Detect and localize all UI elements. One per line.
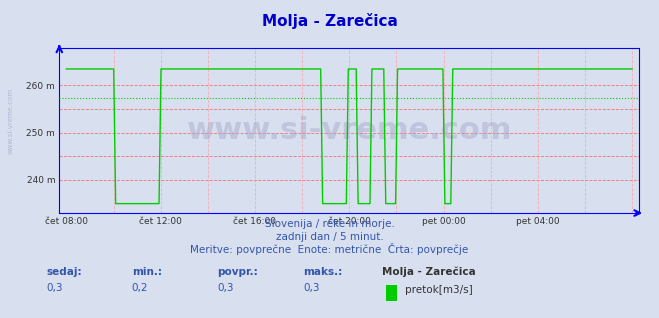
Text: Meritve: povprečne  Enote: metrične  Črta: povprečje: Meritve: povprečne Enote: metrične Črta:… — [190, 243, 469, 255]
Text: 0,3: 0,3 — [217, 283, 234, 293]
Text: 0,3: 0,3 — [303, 283, 320, 293]
Text: pretok[m3/s]: pretok[m3/s] — [405, 285, 473, 294]
Text: 0,3: 0,3 — [46, 283, 63, 293]
Text: 0,2: 0,2 — [132, 283, 148, 293]
Text: maks.:: maks.: — [303, 267, 343, 277]
Text: Molja - Zarečica: Molja - Zarečica — [262, 13, 397, 29]
Text: www.si-vreme.com: www.si-vreme.com — [186, 116, 512, 145]
Text: www.si-vreme.com: www.si-vreme.com — [8, 88, 14, 154]
Text: Molja - Zarečica: Molja - Zarečica — [382, 266, 476, 277]
Text: sedaj:: sedaj: — [46, 267, 82, 277]
Text: zadnji dan / 5 minut.: zadnji dan / 5 minut. — [275, 232, 384, 242]
Text: min.:: min.: — [132, 267, 162, 277]
Text: Slovenija / reke in morje.: Slovenija / reke in morje. — [264, 219, 395, 229]
Text: povpr.:: povpr.: — [217, 267, 258, 277]
